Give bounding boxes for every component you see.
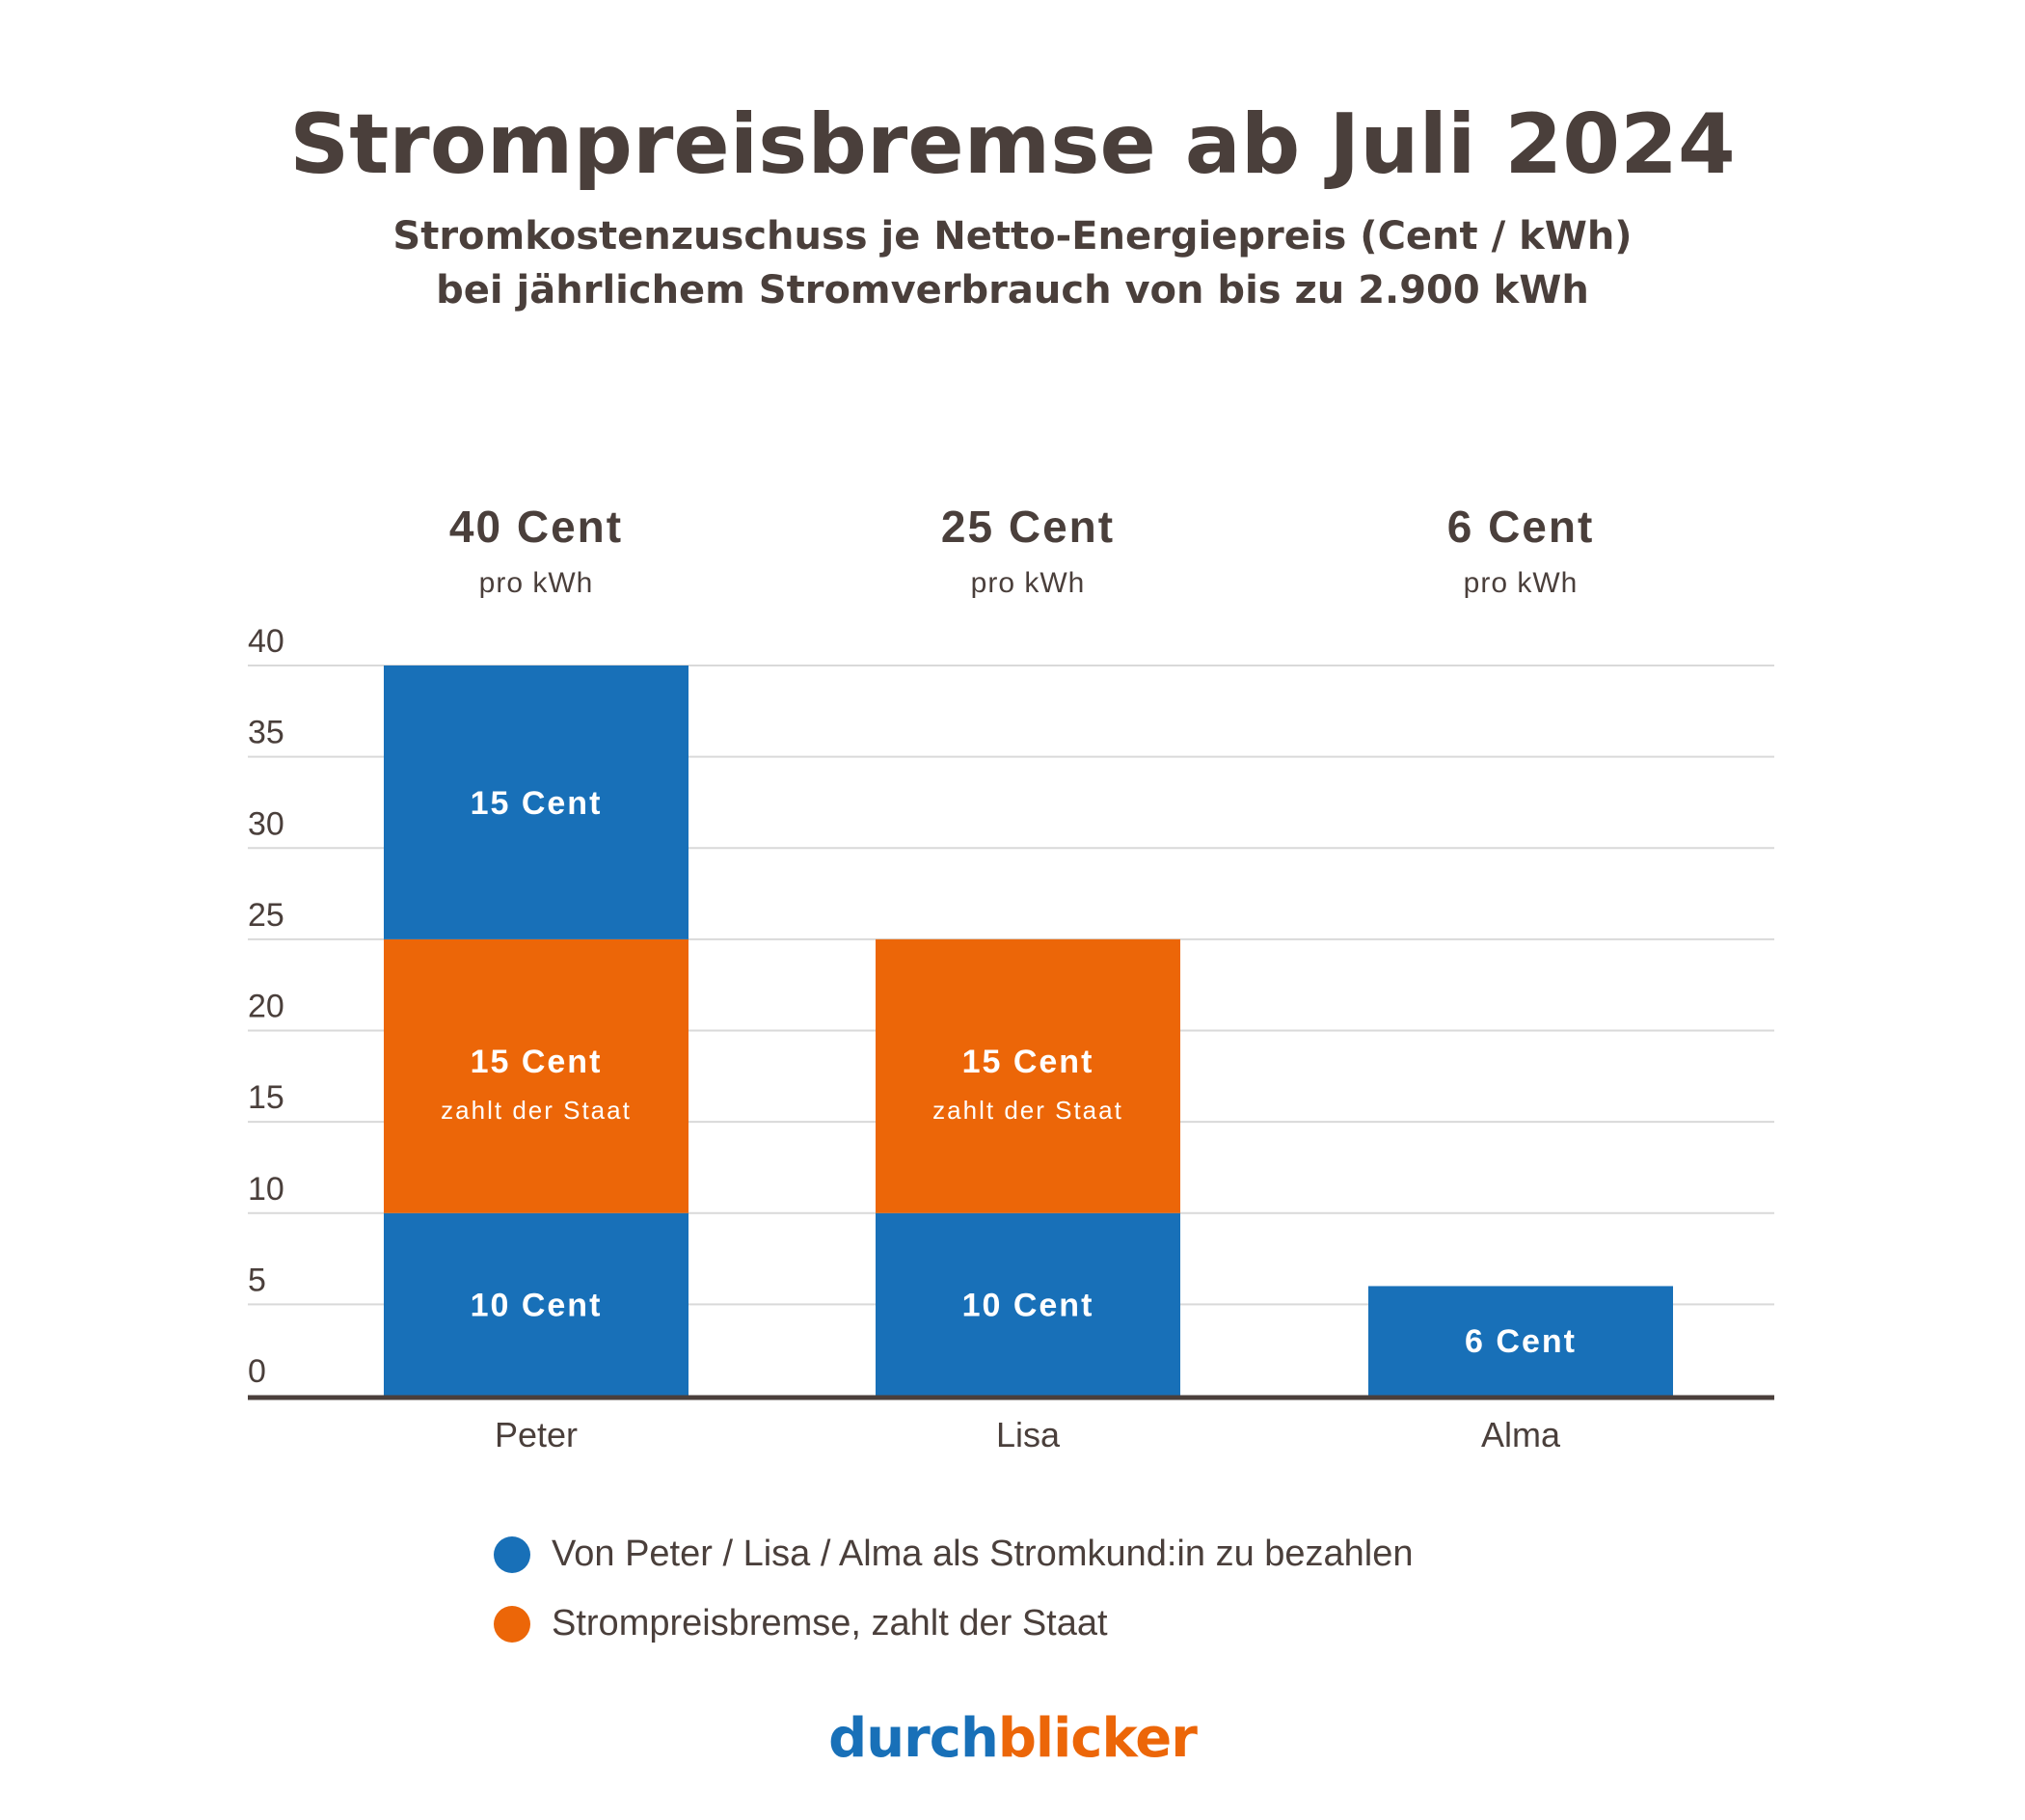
y-tick-label: 25 (248, 897, 284, 934)
total-unit-label: pro kWh (1464, 567, 1579, 599)
segment-value-label: 10 Cent (962, 1287, 1094, 1323)
chart-subtitle-line-2: bei jährlichem Stromverbrauch von bis zu… (436, 268, 1589, 312)
y-tick-label: 10 (248, 1171, 284, 1208)
bar-segment (384, 666, 688, 939)
y-tick-label: 35 (248, 715, 284, 751)
bar-segment (384, 938, 688, 1213)
total-unit-label: pro kWh (479, 567, 594, 599)
total-value-label: 40 Cent (449, 502, 623, 552)
y-tick-label: 0 (248, 1353, 266, 1390)
brand-logo-part-1: durch (828, 1707, 999, 1770)
x-category-label: Alma (1481, 1415, 1561, 1454)
bar-segment (384, 1212, 688, 1396)
y-tick-label: 15 (248, 1079, 284, 1116)
segment-value-label: 15 Cent (471, 1044, 603, 1080)
legend-swatch-blue (494, 1535, 530, 1573)
segment-sub-label: zahlt der Staat (441, 1096, 632, 1125)
legend-item-state: Strompreisbremse, zahlt der Staat (494, 1603, 1108, 1644)
brand-logo: durchblicker (0, 1707, 2025, 1770)
total-unit-label: pro kWh (971, 567, 1086, 599)
chart-subtitle-line-1: Stromkostenzuschuss je Netto-Energieprei… (392, 214, 1633, 258)
segment-value-label: 15 Cent (962, 1044, 1094, 1080)
bar-segment (876, 938, 1180, 1213)
x-category-label: Lisa (996, 1415, 1061, 1454)
x-category-label: Peter (495, 1415, 578, 1454)
total-value-label: 25 Cent (941, 502, 1115, 552)
segment-value-label: 6 Cent (1465, 1323, 1577, 1360)
bar-segment (1368, 1286, 1673, 1396)
legend-item-customer: Von Peter / Lisa / Alma als Stromkund:in… (494, 1534, 1414, 1575)
y-tick-label: 5 (248, 1262, 266, 1298)
segment-value-label: 10 Cent (471, 1287, 603, 1323)
y-tick-label: 20 (248, 989, 284, 1025)
chart-title: Strompreisbremse ab Juli 2024 (289, 96, 1736, 193)
brand-logo-part-2: blicker (997, 1707, 1198, 1770)
y-tick-label: 30 (248, 805, 284, 842)
total-value-label: 6 Cent (1447, 502, 1595, 552)
legend-swatch-orange (494, 1605, 530, 1643)
bar-segment (876, 1212, 1180, 1396)
segment-value-label: 15 Cent (471, 785, 603, 822)
y-tick-label: 40 (248, 623, 284, 660)
legend-label-state: Strompreisbremse, zahlt der Staat (552, 1603, 1108, 1643)
segment-sub-label: zahlt der Staat (932, 1096, 1123, 1125)
legend-label-customer: Von Peter / Lisa / Alma als Stromkund:in… (552, 1534, 1414, 1574)
